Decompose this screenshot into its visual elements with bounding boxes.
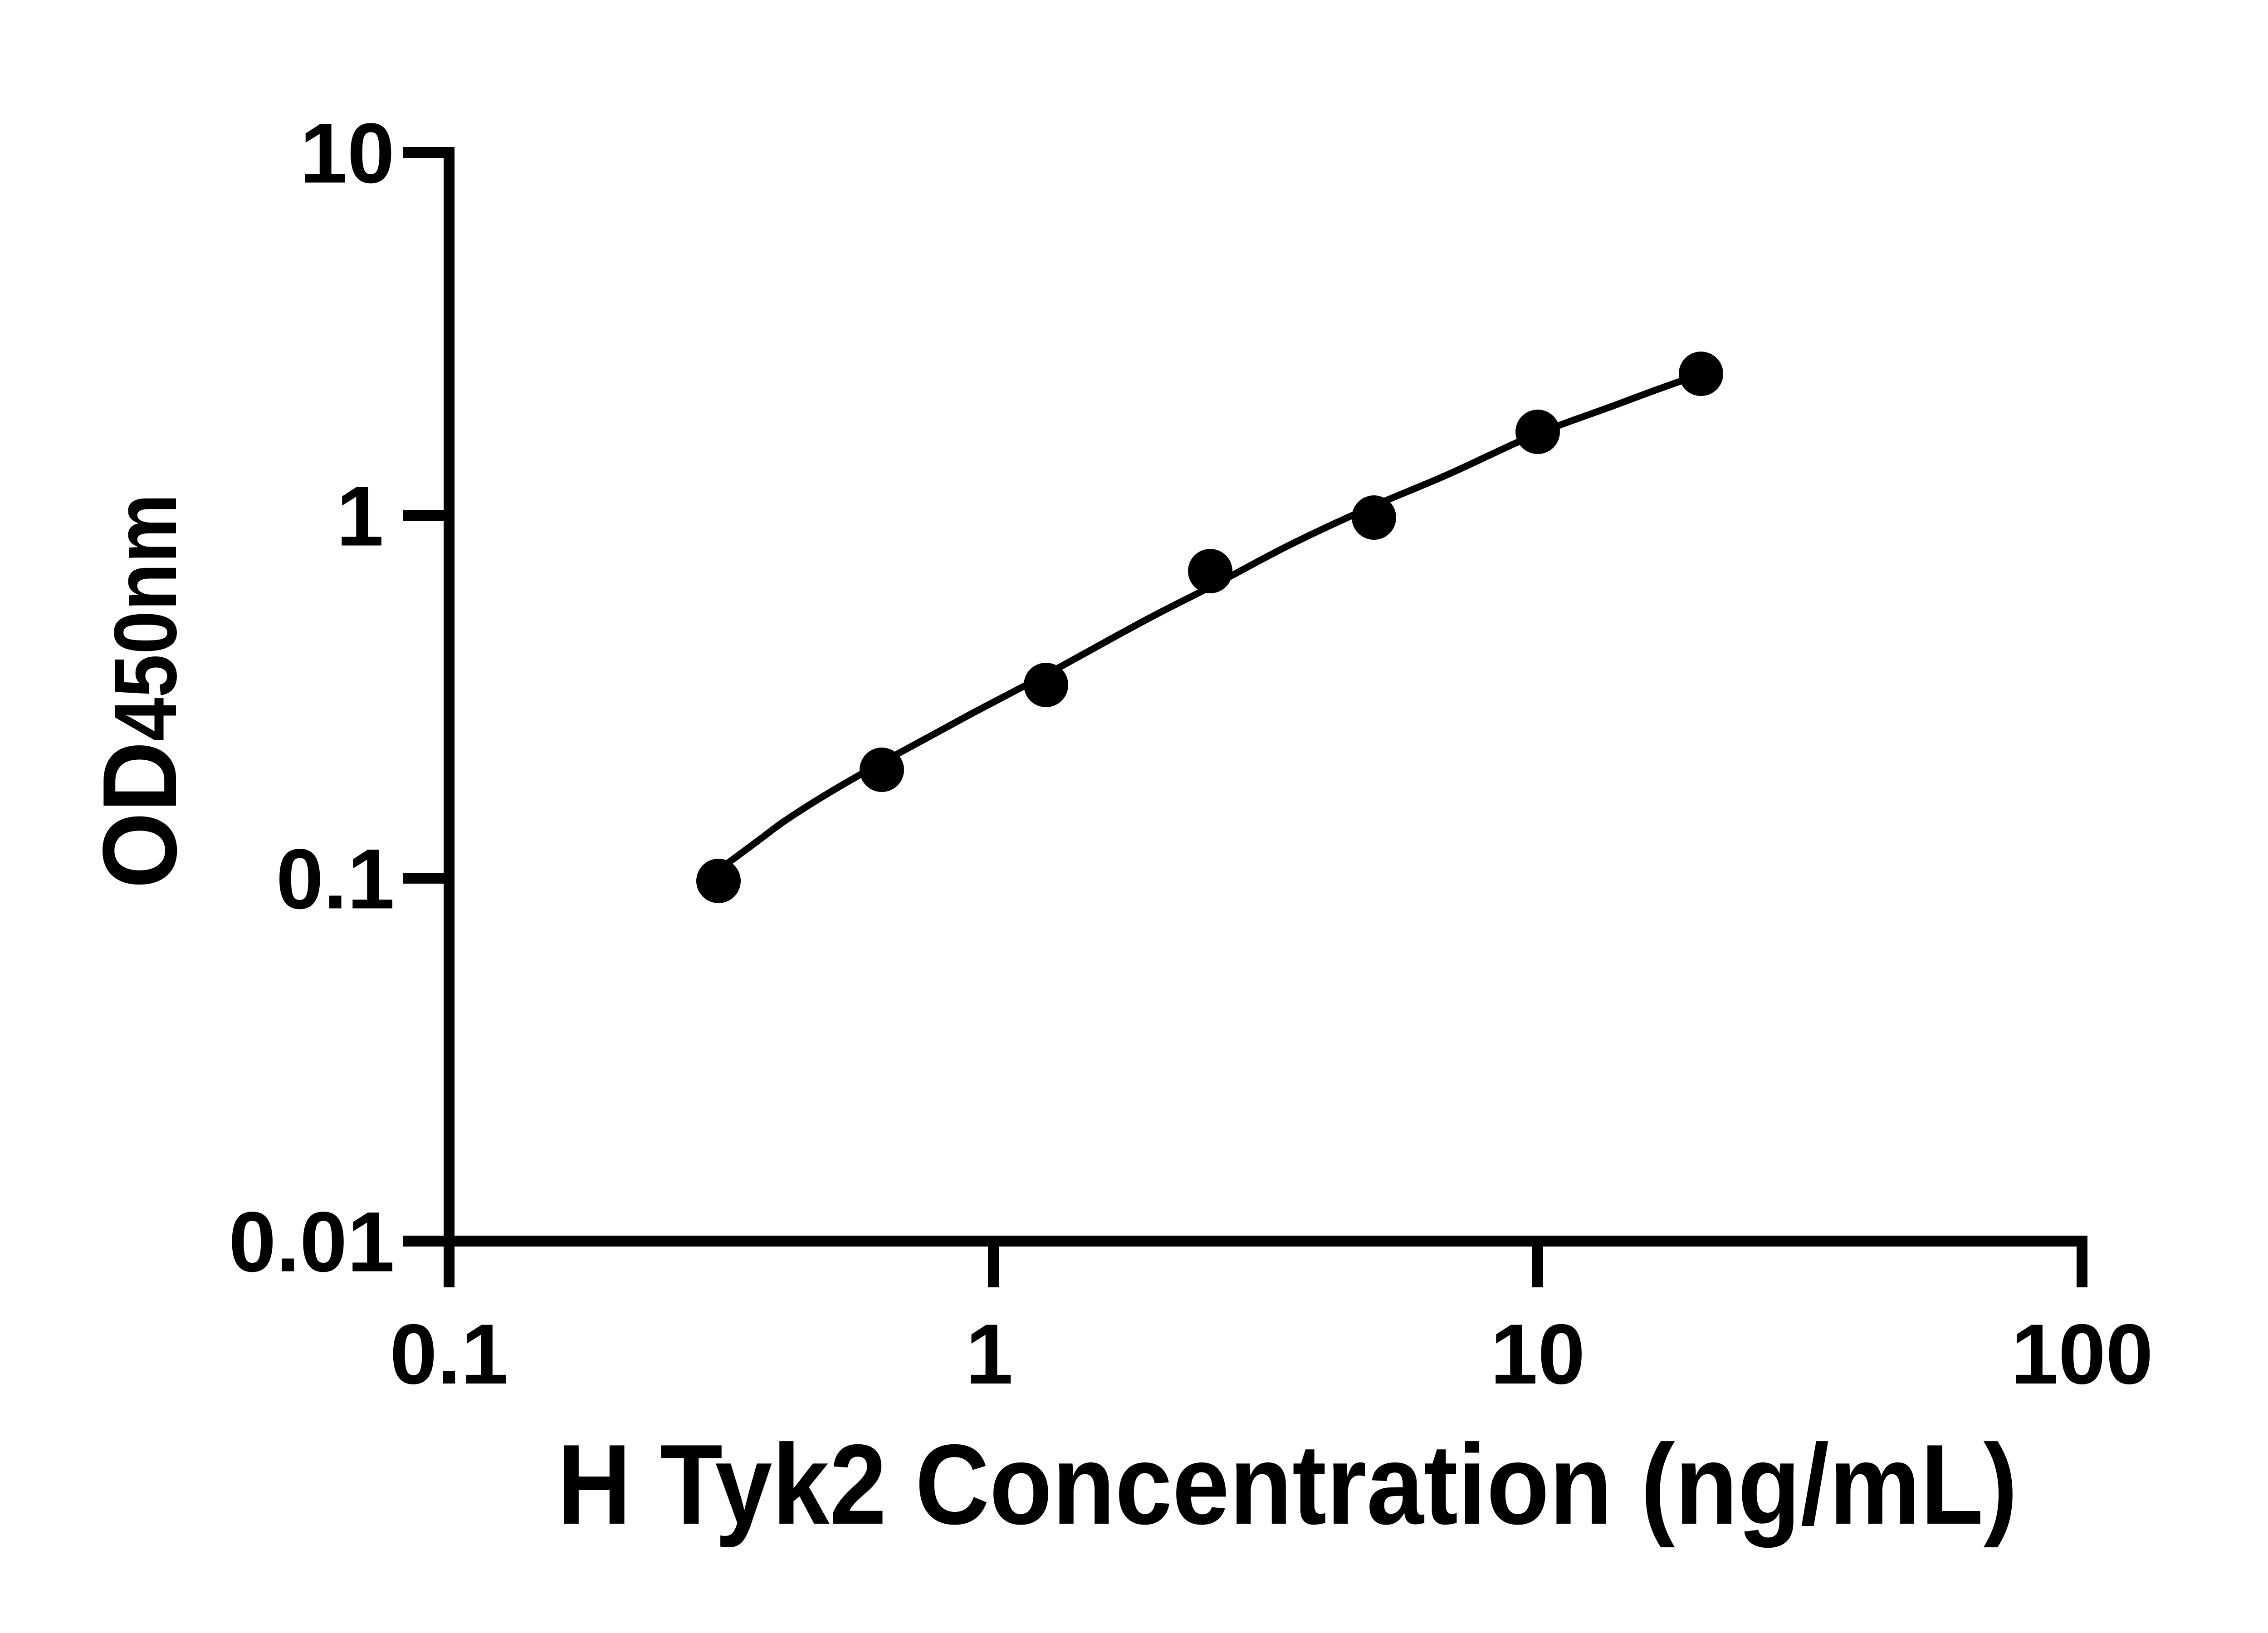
svg-text:H Tyk2 Concentration (ng/mL): H Tyk2 Concentration (ng/mL) (557, 1421, 2018, 1548)
svg-text:100: 100 (2011, 1306, 2153, 1402)
svg-text:0.1: 0.1 (390, 1306, 508, 1402)
svg-text:0.1: 0.1 (276, 831, 395, 927)
svg-text:OD450nm: OD450nm (81, 494, 199, 889)
svg-text:1: 1 (966, 1306, 1013, 1402)
svg-text:1: 1 (336, 469, 384, 564)
svg-text:10: 10 (1490, 1306, 1585, 1402)
svg-text:0.01: 0.01 (229, 1194, 395, 1290)
svg-text:10: 10 (300, 106, 395, 201)
